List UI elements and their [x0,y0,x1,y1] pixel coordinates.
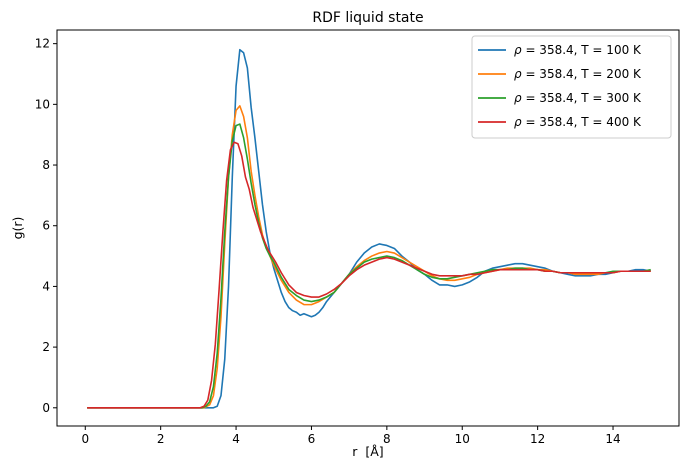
y-tick-label: 4 [42,279,50,293]
x-tick-label: 0 [81,432,89,446]
legend-label-2: ρ = 358.4, T = 200 K [514,67,642,81]
plot-area [87,48,651,409]
x-tick-label: 10 [455,432,470,446]
chart-title: RDF liquid state [312,10,423,26]
series-line-4 [87,141,651,409]
x-tick-label: 12 [530,432,545,446]
x-tick-label: 2 [157,432,165,446]
y-tick-label: 12 [35,37,50,51]
legend-label-text: = 358.4, T = 300 K [522,91,642,105]
x-tick-label: 4 [232,432,240,446]
legend-label-rho: ρ [514,67,522,81]
legend-label-rho: ρ [514,43,522,57]
y-tick-label: 10 [35,97,50,111]
x-axis-ticks: 0 2 4 6 8 10 12 14 [81,426,621,446]
legend-label-3: ρ = 358.4, T = 300 K [514,91,642,105]
y-tick-label: 6 [42,219,50,233]
x-tick-label: 14 [605,432,620,446]
legend-label-text: = 358.4, T = 200 K [522,67,642,81]
y-axis-label: g(r) [10,217,25,240]
legend-label-4: ρ = 358.4, T = 400 K [514,115,642,129]
x-tick-label: 6 [308,432,316,446]
legend-label-rho: ρ [514,91,522,105]
legend-frame [471,35,672,139]
y-tick-label: 8 [42,158,50,172]
y-tick-label: 2 [42,340,50,354]
legend-label-rho: ρ [514,115,522,129]
x-tick-label: 8 [383,432,391,446]
axes-frame [56,29,680,427]
legend-label-text: = 358.4, T = 100 K [522,43,642,57]
y-tick-label: 0 [42,401,50,415]
legend: ρ = 358.4, T = 100 Kρ = 358.4, T = 200 K… [471,35,672,139]
legend-label-1: ρ = 358.4, T = 100 K [514,43,642,57]
y-axis-ticks: 0 2 4 6 8 10 12 [35,37,57,415]
legend-label-text: = 358.4, T = 400 K [522,115,642,129]
x-axis-label: r [Å] [352,444,383,459]
